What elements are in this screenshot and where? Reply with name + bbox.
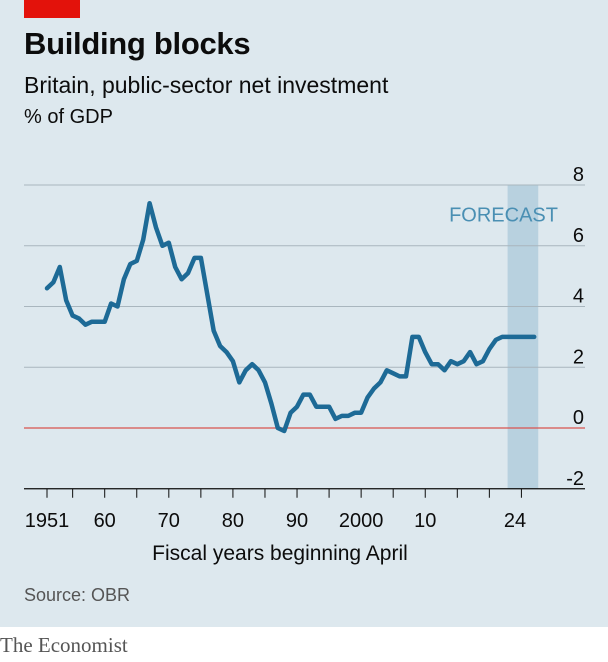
brand-logo: The Economist xyxy=(0,633,128,657)
x-tick-label: 70 xyxy=(158,510,180,532)
y-tick-label: 8 xyxy=(573,164,584,186)
y-tick-label: 6 xyxy=(573,225,584,247)
x-tick-label: 10 xyxy=(414,510,436,532)
gridlines xyxy=(24,184,585,429)
y-tick-label: 0 xyxy=(573,407,584,429)
y-tick-label: 2 xyxy=(573,346,584,368)
x-axis xyxy=(24,488,585,498)
chart-subtitle: Britain, public-sector net investment xyxy=(24,72,389,98)
x-tick-label: 2000 xyxy=(339,510,384,532)
y-tick-label: 4 xyxy=(573,286,584,308)
x-tick-label: 24 xyxy=(504,510,526,532)
x-axis-title: Fiscal years beginning April xyxy=(152,542,408,565)
x-tick-label: 1951 xyxy=(25,510,70,532)
unit-label: % of GDP xyxy=(24,106,113,128)
x-tick-label: 90 xyxy=(286,510,308,532)
x-tick-label: 80 xyxy=(222,510,244,532)
brand-red-tag xyxy=(24,0,80,18)
y-tick-label: -2 xyxy=(566,468,584,490)
source-note: Source: OBR xyxy=(24,585,131,605)
series-layer xyxy=(44,200,537,434)
forecast-label: FORECAST xyxy=(449,204,558,226)
chart-title: Building blocks xyxy=(24,26,251,61)
chart-panel xyxy=(0,0,608,627)
series-line-investment xyxy=(44,200,537,434)
x-tick-label: 60 xyxy=(94,510,116,532)
